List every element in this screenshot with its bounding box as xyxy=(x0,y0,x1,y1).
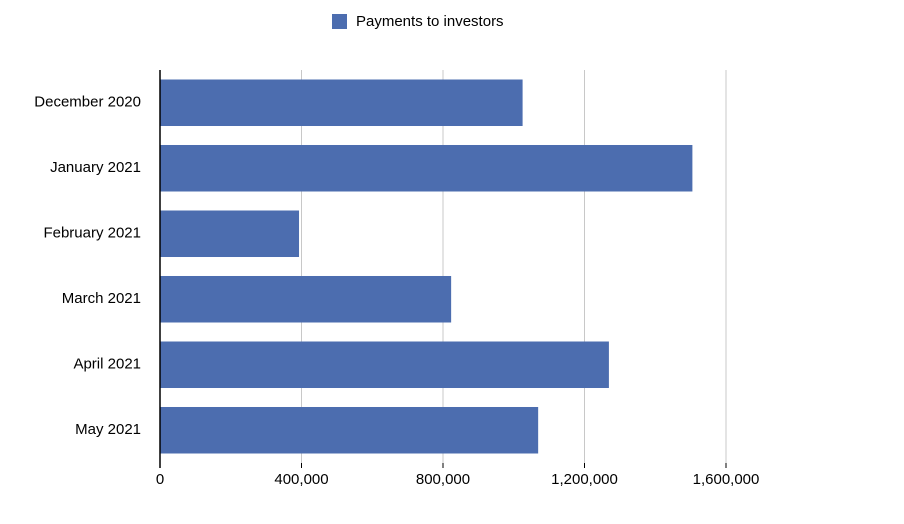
y-tick-label: December 2020 xyxy=(34,94,141,111)
bar xyxy=(160,275,452,323)
bar xyxy=(160,79,523,127)
x-tick-label: 1,200,000 xyxy=(551,471,618,488)
bar xyxy=(160,144,693,192)
y-tick-label: January 2021 xyxy=(50,159,141,176)
bar xyxy=(160,406,539,454)
x-tick-label: 800,000 xyxy=(416,471,470,488)
y-tick-label: February 2021 xyxy=(43,225,141,242)
legend-swatch xyxy=(332,14,347,29)
x-tick-label: 400,000 xyxy=(274,471,328,488)
legend-label: Payments to investors xyxy=(356,13,504,30)
y-tick-label: April 2021 xyxy=(73,356,141,373)
x-tick-label: 1,600,000 xyxy=(693,471,760,488)
y-tick-label: March 2021 xyxy=(62,290,141,307)
y-tick-label: May 2021 xyxy=(75,421,141,438)
bar xyxy=(160,210,300,258)
x-tick-label: 0 xyxy=(156,471,164,488)
bar xyxy=(160,341,609,389)
